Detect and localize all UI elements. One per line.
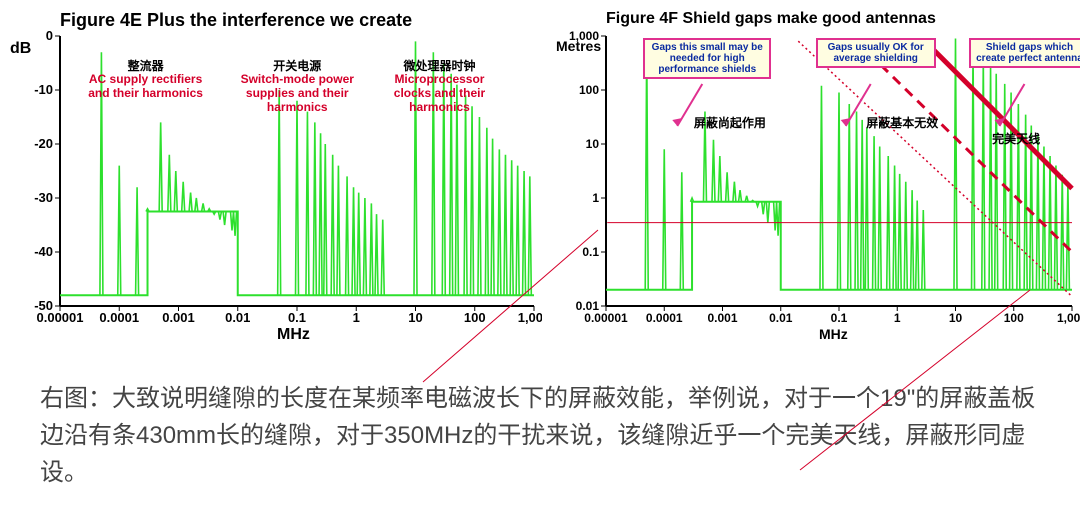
svg-text:0.01: 0.01 — [576, 299, 600, 313]
svg-text:-10: -10 — [34, 82, 53, 97]
svg-text:100: 100 — [579, 83, 599, 97]
x-axis-label: MHz — [819, 326, 848, 342]
svg-text:-40: -40 — [34, 244, 53, 259]
svg-text:10: 10 — [949, 311, 963, 325]
caption-text: 右图：大致说明缝隙的长度在某频率电磁波长下的屏蔽效能，举例说，对于一个19"的屏… — [40, 380, 1040, 492]
svg-text:100: 100 — [464, 310, 486, 325]
callout-box: Shield gaps which create perfect antenna — [969, 38, 1080, 68]
svg-text:0.001: 0.001 — [707, 311, 737, 325]
callout-box: Gaps this small may be needed for high p… — [643, 38, 771, 79]
series-annotation: 整流器AC supply rectifiers and their harmon… — [86, 60, 206, 101]
callout-box: Gaps usually OK for average shielding — [816, 38, 936, 68]
svg-text:0.0001: 0.0001 — [99, 310, 139, 325]
svg-text:0.0001: 0.0001 — [646, 311, 683, 325]
cn-annotation: 屏蔽尚起作用 — [694, 117, 766, 131]
svg-text:1: 1 — [353, 310, 360, 325]
svg-text:0.1: 0.1 — [288, 310, 306, 325]
svg-text:1: 1 — [592, 191, 599, 205]
svg-text:-30: -30 — [34, 190, 53, 205]
svg-text:100: 100 — [1004, 311, 1024, 325]
svg-text:-50: -50 — [34, 298, 53, 313]
cn-annotation: 完美天线 — [992, 133, 1040, 147]
svg-text:1,000: 1,000 — [518, 310, 542, 325]
svg-text:0.001: 0.001 — [162, 310, 195, 325]
svg-text:10: 10 — [408, 310, 422, 325]
svg-text:10: 10 — [586, 137, 600, 151]
chart-title: Figure 4E Plus the interference we creat… — [60, 10, 412, 31]
y-axis-label: Metres — [556, 38, 601, 54]
svg-text:0.1: 0.1 — [831, 311, 848, 325]
svg-text:0.01: 0.01 — [225, 310, 250, 325]
chart-title: Figure 4F Shield gaps make good antennas — [606, 10, 936, 28]
svg-text:0.1: 0.1 — [582, 245, 599, 259]
figure-4e: 0.000010.00010.0010.010.11101001,000-50-… — [8, 8, 542, 348]
svg-text:-20: -20 — [34, 136, 53, 151]
x-axis-label: MHz — [277, 326, 310, 344]
charts-row: 0.000010.00010.0010.010.11101001,000-50-… — [8, 8, 1072, 348]
svg-text:0: 0 — [46, 28, 53, 43]
cn-annotation: 屏蔽基本无效 — [866, 117, 938, 131]
figure-4f: 0.00001 0.0001 0.001 0.01 0.1 1 10 100 1,000 0.01… — [554, 8, 1080, 348]
series-annotation: 微处理器时钟Microprocessor clocks and their ha… — [379, 60, 499, 115]
svg-text:1: 1 — [894, 311, 901, 325]
y-axis-label: dB — [10, 40, 31, 58]
svg-text:0.00001: 0.00001 — [584, 311, 628, 325]
series-annotation: 开关电源Switch-mode power supplies and their… — [237, 60, 357, 115]
svg-text:0.01: 0.01 — [769, 311, 793, 325]
svg-text:1,000: 1,000 — [1057, 311, 1080, 325]
